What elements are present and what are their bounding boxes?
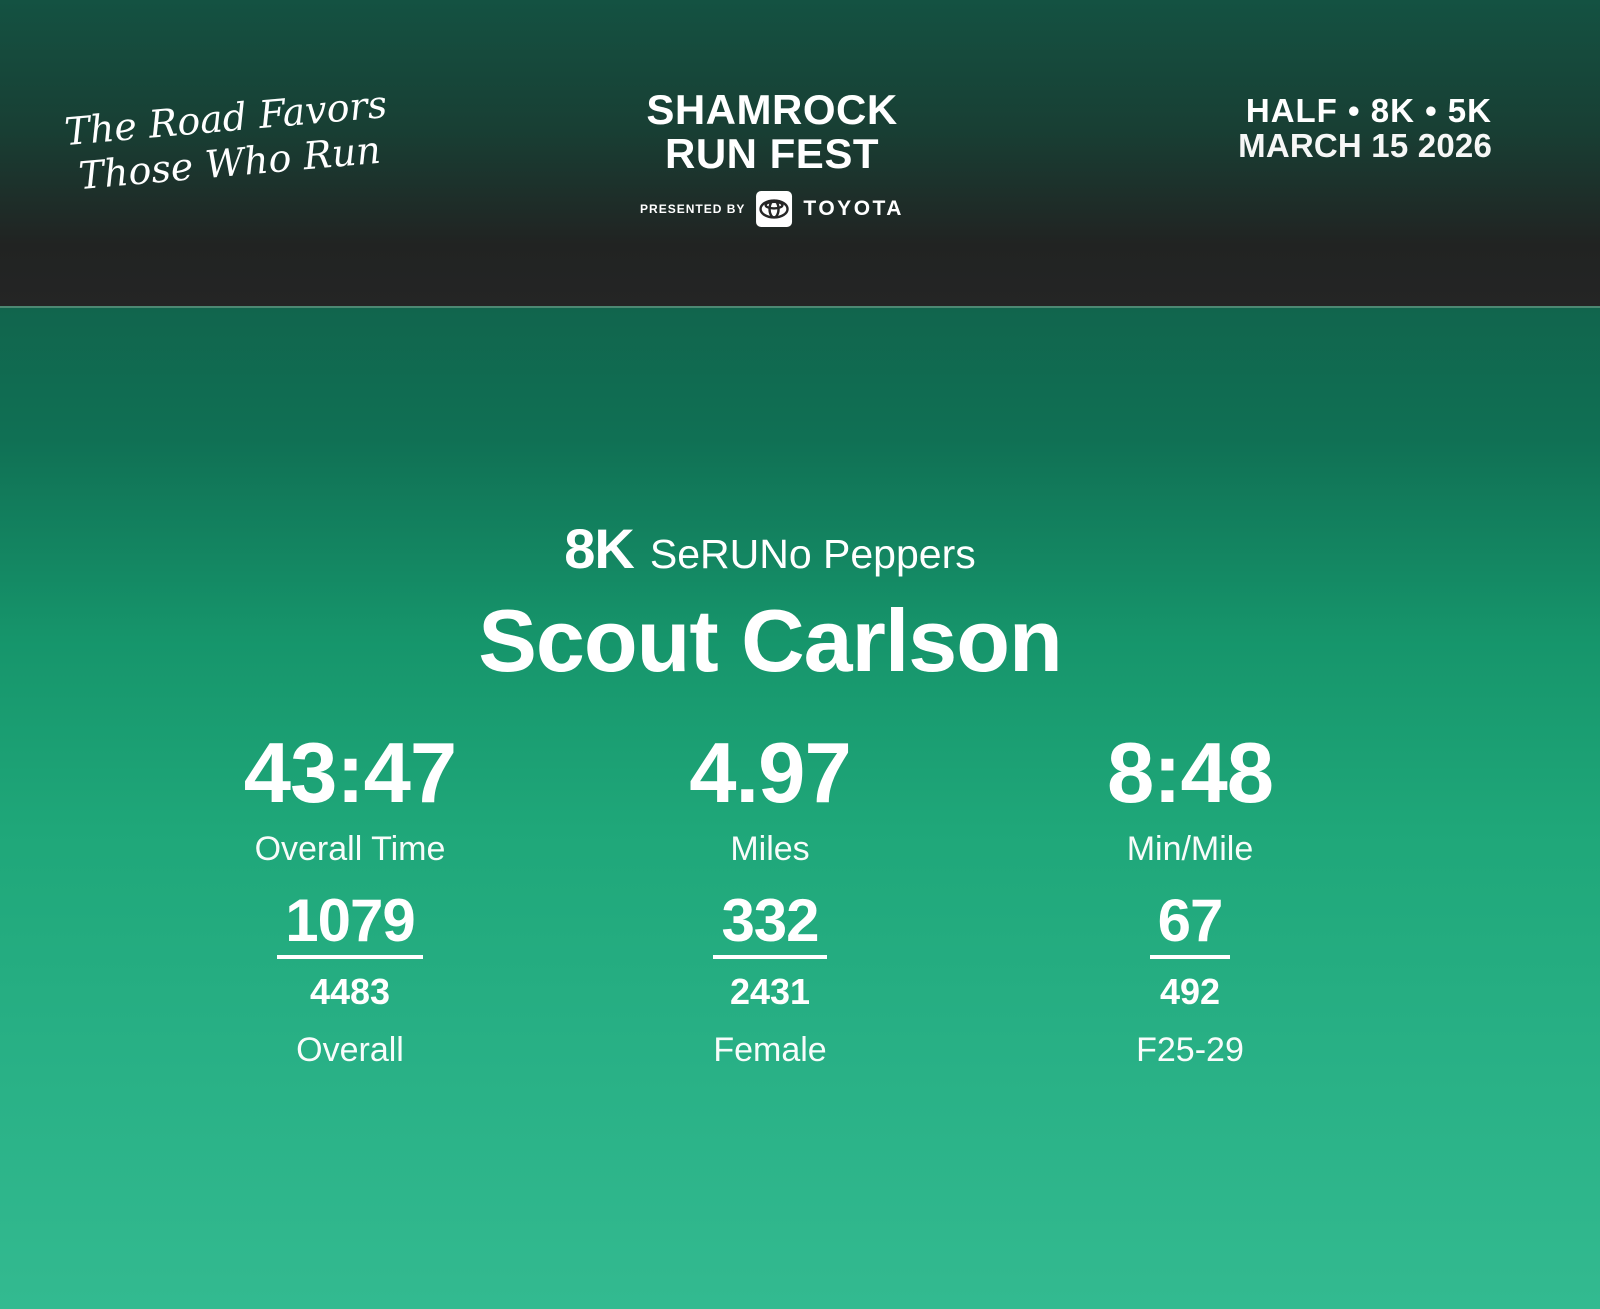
- stat-overall-time: 43:47 Overall Time: [140, 731, 560, 869]
- rank-label: F25-29: [1136, 1031, 1244, 1070]
- event-date: MARCH 15 2026: [1238, 126, 1492, 164]
- event-title-block: SHAMROCK RUN FEST PRESENTED BY TOYOTA: [640, 86, 904, 228]
- toyota-logo-icon: [756, 191, 793, 228]
- stat-label: Miles: [730, 830, 810, 869]
- result-card: 8K SeRUNo Peppers Scout Carlson 43:47 Ov…: [0, 306, 1600, 1309]
- stat-value: 43:47: [243, 726, 457, 822]
- rank-place: 332: [713, 891, 827, 960]
- stat-value: 4.97: [689, 726, 851, 822]
- presented-by-label: PRESENTED BY: [640, 202, 746, 217]
- stat-miles: 4.97 Miles: [560, 731, 980, 869]
- race-distances: HALF • 8K • 5K: [1245, 92, 1492, 129]
- sponsor-wordmark: TOYOTA: [803, 197, 904, 221]
- rank-overall: 1079 4483 Overall: [140, 891, 560, 1070]
- rank-total: 4483: [309, 971, 391, 1013]
- event-title-line-1: SHAMROCK: [646, 86, 898, 133]
- stats-row: 43:47 Overall Time 4.97 Miles 8:48 Min/M…: [140, 731, 1400, 869]
- stat-label: Min/Mile: [1126, 830, 1254, 869]
- rank-label: Overall: [296, 1031, 404, 1070]
- rank-label: Female: [713, 1031, 827, 1070]
- rank-total: 2431: [729, 971, 811, 1013]
- result-content: 8K SeRUNo Peppers Scout Carlson 43:47 Ov…: [140, 308, 1400, 1070]
- event-tagline: The Road Favors Those Who Run: [63, 82, 393, 200]
- event-title-line-2: RUN FEST: [664, 129, 879, 177]
- runner-name: Scout Carlson: [478, 591, 1063, 690]
- team-name: SeRUNo Peppers: [649, 531, 976, 577]
- stat-value: 8:48: [1106, 726, 1274, 822]
- presented-by-row: PRESENTED BY TOYOTA: [640, 191, 904, 228]
- race-team-line: 8K SeRUNo Peppers: [140, 521, 1400, 577]
- rank-total: 492: [1159, 971, 1221, 1013]
- rank-gender: 332 2431 Female: [560, 891, 980, 1070]
- rank-place: 1079: [277, 891, 423, 960]
- rank-place: 67: [1149, 891, 1231, 960]
- event-header: The Road Favors Those Who Run SHAMROCK R…: [0, 0, 1600, 306]
- stat-pace: 8:48 Min/Mile: [980, 731, 1400, 869]
- rankings-row: 1079 4483 Overall 332 2431 Female 67 492…: [140, 891, 1400, 1070]
- races-date-block: HALF • 8K • 5K MARCH 15 2026: [1238, 92, 1492, 164]
- stat-label: Overall Time: [254, 830, 446, 869]
- rank-division: 67 492 F25-29: [980, 891, 1400, 1070]
- race-label: 8K: [564, 517, 635, 580]
